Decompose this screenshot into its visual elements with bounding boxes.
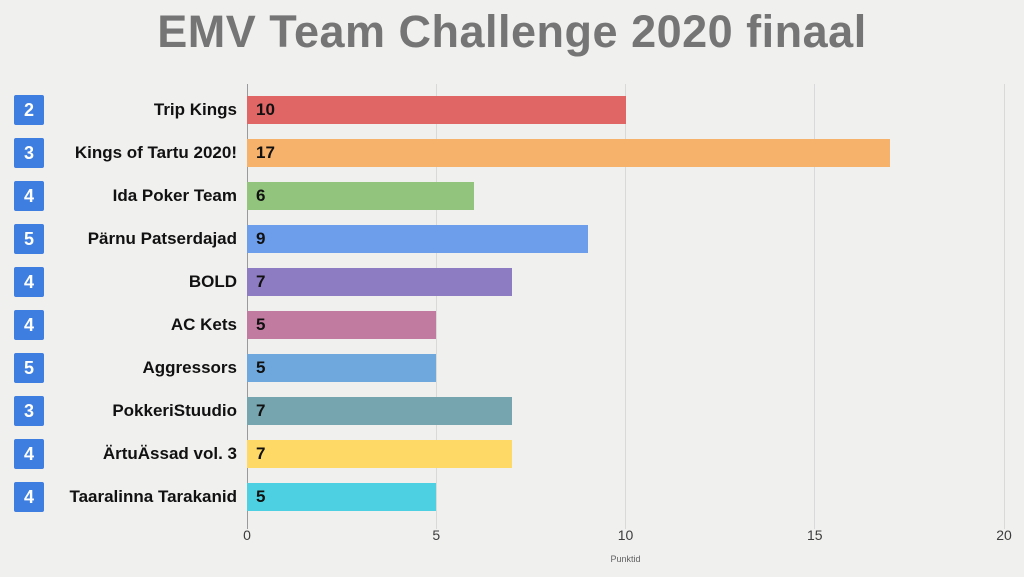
bar: 9 — [247, 224, 588, 253]
bar: 7 — [247, 267, 512, 296]
chart-row: 5 Pärnu Patserdajad 9 — [0, 217, 1024, 260]
bar-track: 6 — [247, 174, 1004, 217]
bar-value-label: 5 — [256, 358, 266, 378]
x-axis-title: Punktid — [610, 554, 641, 564]
chart-row: 5 Aggressors 5 — [0, 347, 1024, 390]
gridline-5 — [435, 84, 437, 529]
chart-row: 4 Taaralinna Tarakanid 5 — [0, 476, 1024, 519]
rank-badge: 4 — [14, 310, 44, 340]
team-label: PokkeriStuudio — [112, 401, 237, 421]
bar-track: 5 — [247, 347, 1004, 390]
team-label: Pärnu Patserdajad — [87, 228, 237, 248]
chart-row: 4 BOLD 7 — [0, 260, 1024, 303]
rank-badge: 3 — [14, 396, 44, 427]
bar-track: 7 — [247, 390, 1004, 433]
bar: 6 — [247, 181, 475, 210]
rank-badge: 4 — [14, 180, 44, 211]
bar-value-label: 6 — [256, 185, 266, 205]
bar: 7 — [247, 397, 512, 426]
bar: 5 — [247, 354, 437, 383]
x-tick-label-15: 15 — [806, 527, 823, 543]
team-label: Aggressors — [142, 358, 237, 378]
category-axis-line — [246, 84, 248, 529]
chart-row: 4 Ida Poker Team 6 — [0, 174, 1024, 217]
x-tick-label-5: 5 — [432, 527, 441, 543]
bar-value-label: 7 — [256, 271, 266, 291]
bar: 10 — [247, 95, 626, 124]
chart-row: 3 PokkeriStuudio 7 — [0, 390, 1024, 433]
rank-badge: 4 — [14, 439, 44, 470]
team-label: Kings of Tartu 2020! — [74, 142, 237, 162]
chart-title: EMV Team Challenge 2020 finaal — [157, 6, 867, 57]
gridlines-layer — [246, 84, 1005, 529]
bar-track: 17 — [247, 131, 1004, 174]
bar-value-label: 5 — [256, 315, 266, 334]
bar-track: 10 — [247, 88, 1004, 131]
chart-row: 3 Kings of Tartu 2020! 17 — [0, 131, 1024, 174]
bar-chart-rows: 2 Trip Kings 10 3 Kings of Tartu 2020! 17 4 Ida… — [0, 88, 1024, 519]
x-tick-label-0: 0 — [243, 527, 251, 543]
bar-track: 9 — [247, 217, 1004, 260]
team-label: AC Kets — [170, 315, 237, 335]
chart-row: 2 Trip Kings 10 — [0, 88, 1024, 131]
bar-track: 5 — [247, 476, 1004, 519]
rank-badge: 3 — [14, 137, 44, 168]
rank-badge: 4 — [14, 266, 44, 297]
bar-track: 7 — [247, 433, 1004, 476]
bar-value-label: 9 — [256, 228, 266, 248]
team-label: Trip Kings — [153, 99, 237, 119]
bar-value-label: 7 — [256, 444, 266, 464]
gridline-15 — [814, 84, 816, 529]
bar: 17 — [247, 138, 891, 167]
chart-row: 4 ÄrtuÄssad vol. 3 7 — [0, 433, 1024, 476]
x-tick-label-20: 20 — [996, 527, 1012, 543]
rank-badge: 5 — [14, 223, 44, 254]
team-label: ÄrtuÄssad vol. 3 — [102, 444, 237, 464]
chart-row: 4 AC Kets 5 — [0, 304, 1024, 347]
bar: 5 — [247, 483, 437, 512]
rank-badge: 2 — [14, 94, 44, 125]
x-tick-label-10: 10 — [617, 527, 634, 543]
team-label: Ida Poker Team — [112, 185, 237, 205]
x-axis: 0 5 10 15 20 — [243, 527, 1012, 547]
team-label: BOLD — [188, 271, 237, 291]
bar-track: 5 — [247, 304, 1004, 347]
gridline-10 — [625, 84, 626, 529]
bar-track: 7 — [247, 260, 1004, 303]
bar-value-label: 5 — [256, 487, 266, 507]
rank-badge: 4 — [14, 482, 44, 513]
bar-value-label: 10 — [256, 99, 275, 119]
bar-value-label: 17 — [256, 142, 275, 162]
bar-value-label: 7 — [256, 401, 266, 421]
team-label: Taaralinna Tarakanid — [69, 487, 237, 507]
bar: 5 — [247, 311, 437, 339]
bar: 7 — [247, 440, 512, 469]
gridline-20 — [1003, 84, 1005, 529]
rank-badge: 5 — [14, 353, 44, 384]
